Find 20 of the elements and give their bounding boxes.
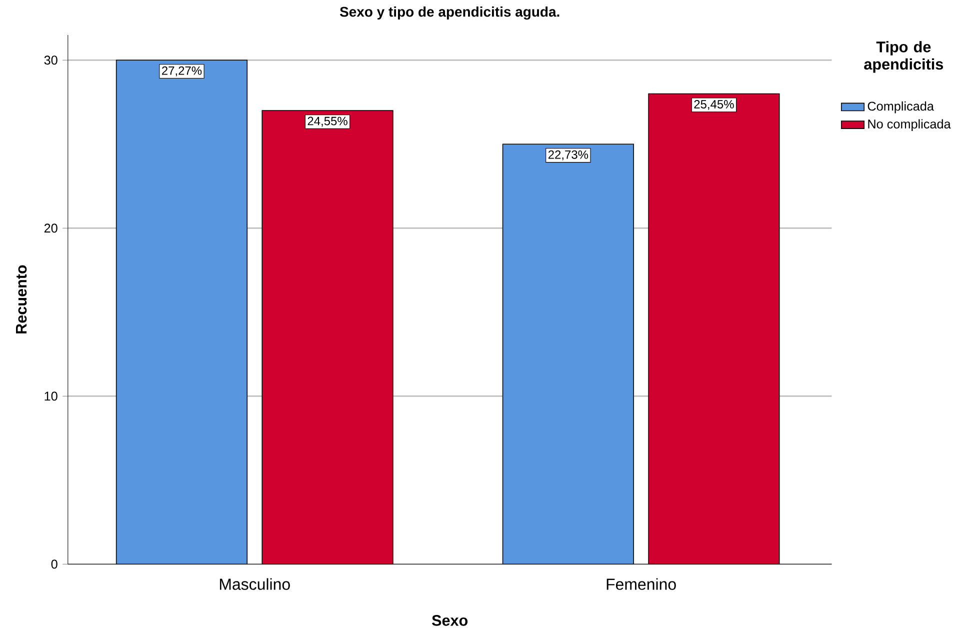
x-tick-label: Masculino bbox=[220, 578, 290, 590]
y-tick-label: 30 bbox=[44, 56, 58, 65]
y-tick-label: 0 bbox=[51, 560, 58, 569]
x-axis-title: Sexo bbox=[432, 615, 468, 626]
legend-label: Complicada bbox=[868, 101, 934, 114]
bar bbox=[648, 93, 780, 564]
annotation: 25,45% bbox=[694, 100, 734, 110]
y-tick-label: 10 bbox=[44, 392, 58, 401]
annotation: 24,55% bbox=[308, 116, 348, 127]
y-axis-title: Recuento bbox=[16, 265, 27, 334]
y-tick-label: 20 bbox=[44, 224, 58, 233]
legend-label: No complicada bbox=[868, 119, 951, 131]
chart-title: Sexo y tipo de apendicitis aguda. bbox=[340, 6, 560, 20]
annotation: 22,73% bbox=[548, 150, 588, 160]
bar bbox=[262, 110, 394, 564]
annotation: 27,27% bbox=[162, 66, 202, 76]
bar bbox=[116, 60, 248, 564]
legend-title: Tipo de apendicitis bbox=[864, 41, 944, 73]
bar bbox=[502, 144, 634, 564]
x-tick-label: Femenino bbox=[606, 578, 676, 590]
